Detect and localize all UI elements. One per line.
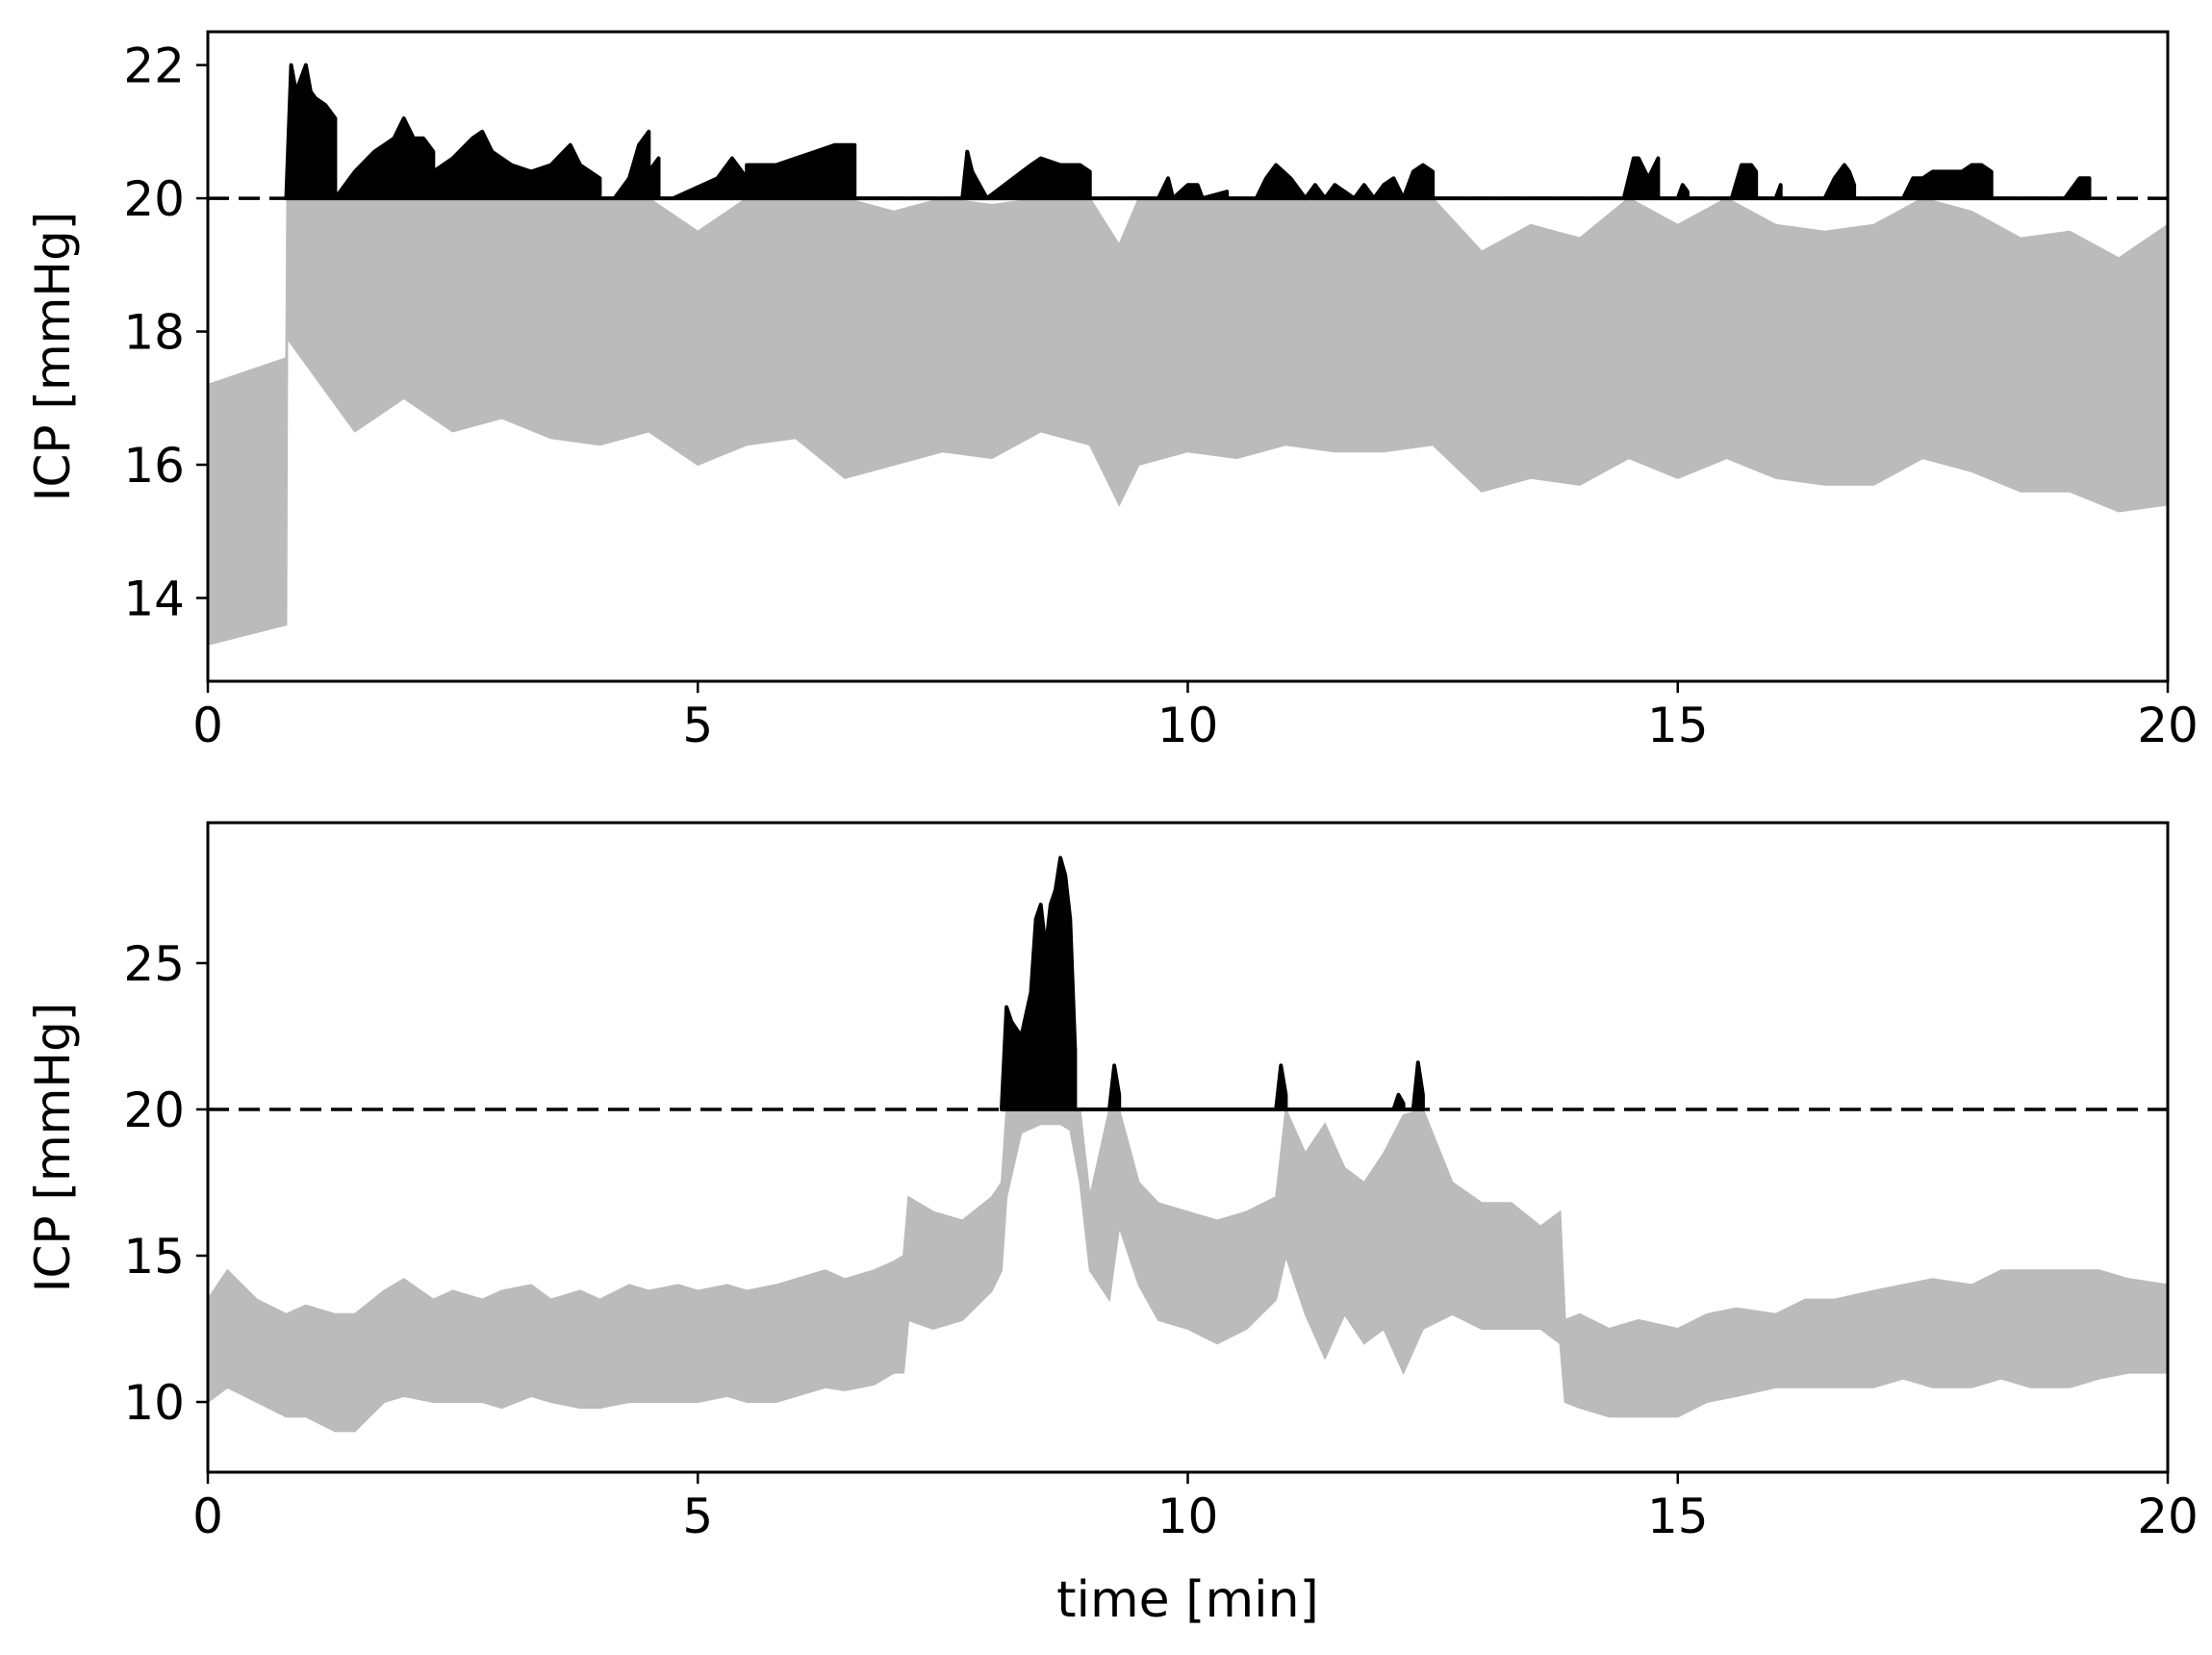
y-axis-label: ICP [mmHg] xyxy=(25,212,81,501)
plot-area xyxy=(208,855,2168,1433)
x-tick-label: 10 xyxy=(1157,698,1219,753)
x-tick-label: 20 xyxy=(2137,1489,2199,1544)
x-tick-label: 5 xyxy=(682,698,713,753)
y-tick-label: 15 xyxy=(123,1229,185,1285)
y-tick-label: 10 xyxy=(123,1375,185,1431)
plot-area xyxy=(208,63,2168,646)
x-tick-label: 10 xyxy=(1157,1489,1219,1544)
x-tick-label: 0 xyxy=(192,698,223,753)
y-tick-label: 14 xyxy=(123,571,185,626)
icp-above-threshold-1 xyxy=(284,63,2092,201)
y-tick-label: 22 xyxy=(123,38,185,94)
icp-signal-band-0 xyxy=(208,1106,2168,1433)
x-tick-label: 20 xyxy=(2137,698,2199,753)
y-axis-label: ICP [mmHg] xyxy=(25,1003,81,1292)
y-tick-label: 20 xyxy=(123,171,185,227)
icp-signal-band-0 xyxy=(208,196,2168,646)
icp-above-threshold-1 xyxy=(1000,855,1425,1111)
y-tick-label: 25 xyxy=(123,936,185,992)
x-axis-label: time [min] xyxy=(1056,1571,1319,1629)
bottom-panel: 0 5 10 15 20 10 15 20 25 ICP [mmHg] time [min] xyxy=(25,821,2199,1629)
y-tick-label: 18 xyxy=(123,305,185,361)
x-tick-label: 15 xyxy=(1647,1489,1709,1544)
y-tick-label: 16 xyxy=(123,438,185,494)
x-tick-label: 15 xyxy=(1647,698,1709,753)
x-tick-label: 0 xyxy=(192,1489,223,1544)
x-tick-label: 5 xyxy=(682,1489,713,1544)
top-panel: 0 5 10 15 20 14 16 18 20 22 ICP [mmHg] xyxy=(25,30,2199,753)
y-tick-label: 20 xyxy=(123,1082,185,1138)
